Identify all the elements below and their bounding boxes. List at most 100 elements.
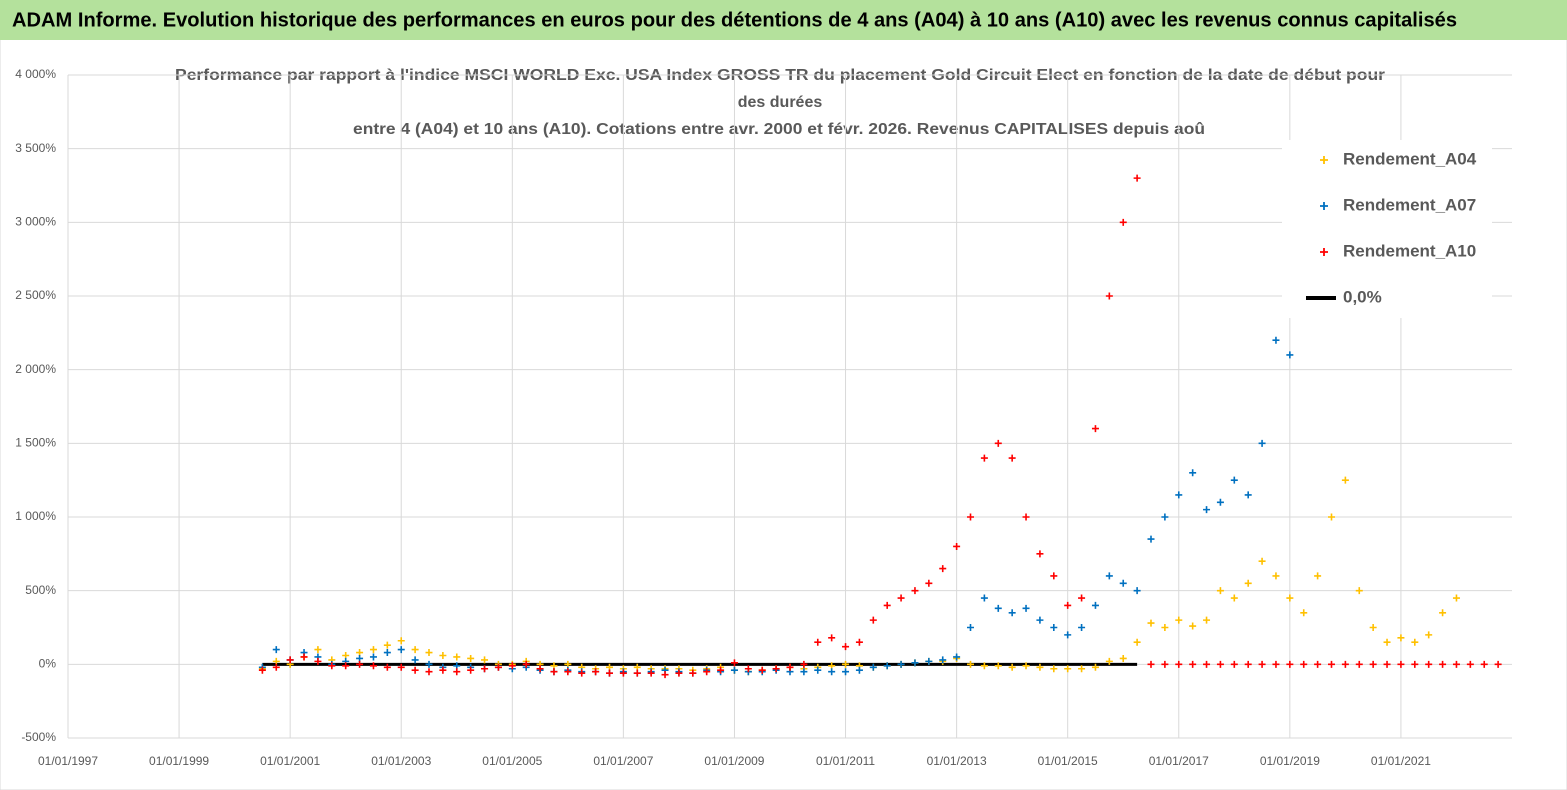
point xyxy=(1189,660,1197,668)
point xyxy=(1314,660,1322,668)
x-tick-label: 01/01/1999 xyxy=(149,754,209,768)
point xyxy=(675,669,683,677)
point xyxy=(1300,660,1308,668)
y-tick-label: 4 000% xyxy=(15,67,56,81)
x-tick-label: 01/01/2019 xyxy=(1260,754,1320,768)
point xyxy=(550,662,558,670)
point xyxy=(1064,631,1072,639)
point xyxy=(272,646,280,654)
legend-box xyxy=(1282,140,1492,318)
point xyxy=(1105,292,1113,300)
point xyxy=(1050,572,1058,580)
legend-swatch xyxy=(1320,156,1328,164)
point xyxy=(1452,660,1460,668)
point xyxy=(1244,491,1252,499)
point xyxy=(508,662,516,670)
point xyxy=(1258,557,1266,565)
x-tick-label: 01/01/2015 xyxy=(1038,754,1098,768)
x-tick-label: 01/01/2017 xyxy=(1149,754,1209,768)
point xyxy=(342,651,350,659)
point xyxy=(1383,660,1391,668)
point xyxy=(619,669,627,677)
point xyxy=(939,565,947,573)
legend-swatch xyxy=(1320,202,1328,210)
point xyxy=(953,542,961,550)
point xyxy=(1369,624,1377,631)
point xyxy=(994,662,1002,670)
point xyxy=(1258,439,1266,447)
point xyxy=(1078,594,1086,602)
x-tick-label: 01/01/2007 xyxy=(593,754,653,768)
point xyxy=(1105,572,1113,580)
point xyxy=(967,624,974,631)
point xyxy=(1022,662,1030,670)
point xyxy=(1203,660,1211,668)
point xyxy=(481,665,489,673)
y-tick-label: 1 500% xyxy=(15,436,56,450)
point xyxy=(1175,491,1183,499)
legend-label: Rendement_A07 xyxy=(1343,195,1476,214)
point xyxy=(1480,660,1488,668)
point xyxy=(814,638,822,646)
header-banner xyxy=(0,0,1567,40)
x-tick-label: 01/01/2011 xyxy=(816,754,875,768)
point xyxy=(1022,513,1030,521)
point xyxy=(883,601,891,609)
legend-label: 0,0% xyxy=(1343,287,1382,306)
point xyxy=(1119,654,1127,662)
point xyxy=(300,653,308,661)
point xyxy=(911,587,919,595)
point xyxy=(717,666,725,674)
point xyxy=(1022,604,1030,612)
point xyxy=(383,641,391,649)
point xyxy=(1119,579,1127,587)
point xyxy=(314,646,322,654)
point xyxy=(467,666,475,674)
point xyxy=(869,616,877,624)
point xyxy=(967,660,974,668)
point xyxy=(730,666,738,674)
point xyxy=(1216,660,1224,668)
point xyxy=(1216,498,1224,506)
point xyxy=(383,663,391,671)
point xyxy=(411,656,419,664)
point xyxy=(1272,572,1280,580)
point xyxy=(550,668,558,676)
point xyxy=(1008,663,1016,671)
point xyxy=(1452,594,1460,602)
point xyxy=(1328,513,1335,521)
point xyxy=(633,669,641,677)
y-tick-label: 1 000% xyxy=(15,509,56,523)
point xyxy=(1147,619,1155,627)
point xyxy=(980,662,988,670)
point xyxy=(994,439,1002,447)
point xyxy=(1189,622,1197,630)
point xyxy=(1133,638,1141,646)
point xyxy=(744,665,752,673)
point xyxy=(453,668,461,676)
point xyxy=(967,513,974,521)
point xyxy=(258,666,266,674)
point xyxy=(1300,609,1308,617)
point xyxy=(1244,660,1252,668)
point xyxy=(411,666,419,674)
point xyxy=(453,662,461,670)
x-tick-label: 01/01/2005 xyxy=(482,754,542,768)
point xyxy=(828,662,836,670)
point xyxy=(1425,660,1433,668)
point xyxy=(1286,594,1294,602)
point xyxy=(1050,624,1058,631)
point xyxy=(356,654,364,662)
point xyxy=(564,668,572,676)
y-tick-label: 2 000% xyxy=(15,362,56,376)
point xyxy=(883,662,891,670)
point xyxy=(1216,587,1224,595)
point xyxy=(1064,665,1072,673)
point xyxy=(425,660,433,668)
point xyxy=(1230,660,1238,668)
point xyxy=(786,663,794,671)
x-tick-label: 01/01/1997 xyxy=(38,754,98,768)
x-tick-label: 01/01/2013 xyxy=(927,754,987,768)
point xyxy=(1383,638,1391,646)
legend-label: Rendement_A04 xyxy=(1343,149,1477,168)
